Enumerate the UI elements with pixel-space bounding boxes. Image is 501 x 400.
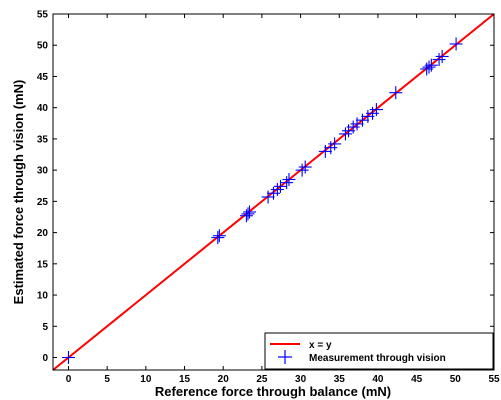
measurement-point (338, 127, 352, 141)
measurement-point (435, 49, 449, 63)
measurement-point (389, 86, 403, 100)
y-tick-label: 10 (37, 291, 49, 302)
y-tick-label: 45 (37, 72, 49, 83)
legend-box (264, 332, 494, 370)
measurement-point (298, 160, 312, 174)
y-tick-label: 40 (37, 103, 49, 114)
measurement-point (369, 103, 383, 117)
x-tick-label: 20 (218, 374, 230, 385)
measurement-point (432, 53, 446, 67)
series-layer (52, 13, 495, 371)
legend-swatch-measurement-marker (278, 350, 292, 364)
y-tick-label: 5 (42, 322, 48, 333)
x-tick-label: 55 (488, 374, 500, 385)
measurement-point (61, 351, 75, 365)
x-tick-label: 25 (256, 374, 268, 385)
y-tick-label: 55 (37, 10, 49, 21)
measurement-point (295, 163, 309, 177)
x-tick-label: 15 (179, 374, 191, 385)
measurement-point (424, 58, 438, 72)
measurement-point (280, 176, 294, 190)
measurement-point (355, 113, 369, 127)
measurement-point (211, 231, 225, 245)
measurement-point (282, 173, 296, 187)
y-axis-title: Estimated force through vision (mN) (11, 80, 26, 305)
measurement-point (422, 60, 436, 74)
legend-label-measurement: Measurement through vision (309, 353, 446, 364)
y-tick-label: 0 (42, 353, 48, 364)
measurement-point (273, 179, 287, 193)
measurement-point (212, 229, 226, 243)
x-tick-label: 50 (450, 374, 462, 385)
y-tick-label: 50 (37, 41, 49, 52)
x-axis-title: Reference force through balance (mN) (155, 384, 391, 399)
x-tick-label: 5 (104, 374, 110, 385)
x-tick-label: 0 (66, 374, 72, 385)
y-tick-label: 25 (37, 197, 49, 208)
measurement-point (261, 190, 275, 204)
x-tick-label: 45 (411, 374, 423, 385)
measurement-point (243, 205, 257, 219)
y-tick-label: 30 (37, 166, 49, 177)
plot-frame (52, 13, 495, 371)
x-tick-label: 35 (334, 374, 346, 385)
measurement-point (328, 137, 342, 151)
measurement-point (241, 207, 255, 221)
measurement-point (449, 37, 463, 51)
y-tick-label: 35 (37, 134, 49, 145)
measurement-point (239, 209, 253, 223)
measurement-point (270, 183, 284, 197)
x-tick-label: 40 (372, 374, 384, 385)
legend: x = y Measurement through vision (264, 332, 494, 370)
x-tick-label: 10 (140, 374, 152, 385)
measurement-point (350, 117, 364, 131)
legend-label-reference-line: x = y (309, 340, 332, 351)
measurement-point (318, 144, 332, 158)
x-tick-label: 30 (295, 374, 307, 385)
y-tick-label: 20 (37, 228, 49, 239)
y-tick-label: 15 (37, 259, 49, 270)
